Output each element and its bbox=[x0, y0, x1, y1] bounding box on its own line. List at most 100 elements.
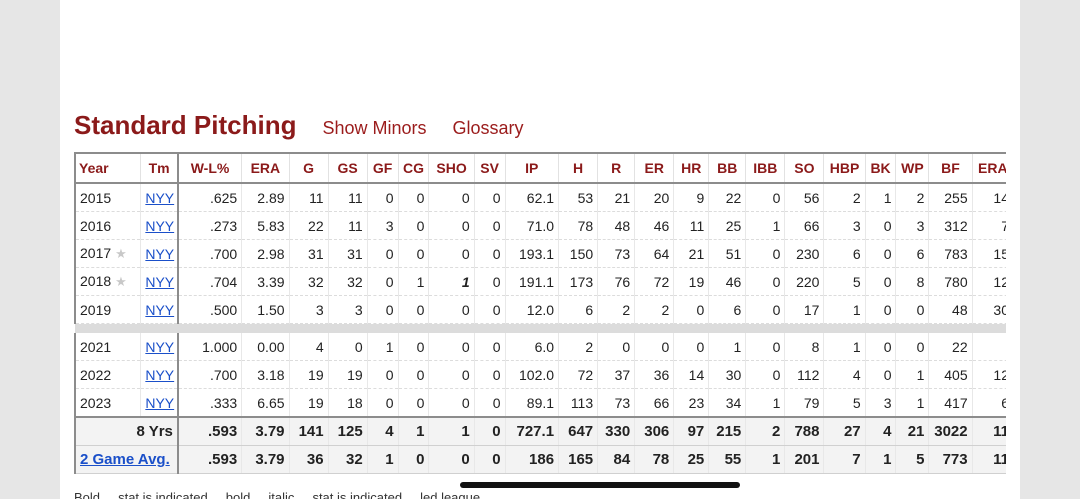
summary-stat-er: 78 bbox=[634, 445, 675, 474]
standard-pitching-table-container[interactable]: Year Tm W-L% ERA G GS GF CG SHO SV IP H R ER HR BB IBB SO… bbox=[74, 152, 1006, 474]
summary-stat-cg: 1 bbox=[398, 416, 430, 446]
column-header-gf[interactable]: GF bbox=[367, 152, 399, 184]
summary-stat-sv: 0 bbox=[474, 416, 506, 446]
column-header-wp[interactable]: WP bbox=[895, 152, 930, 184]
team-link[interactable]: NYY bbox=[145, 189, 175, 206]
year-label: 2022 bbox=[80, 366, 112, 383]
summary-stat-bf: 3022 bbox=[928, 416, 973, 446]
summary-stat-hbp: 27 bbox=[823, 416, 866, 446]
stat-cell-sv: 0 bbox=[474, 333, 506, 361]
stat-cell-wp: 3 bbox=[895, 211, 930, 240]
summary-stat-gf: 4 bbox=[367, 416, 399, 446]
column-header-cg[interactable]: CG bbox=[398, 152, 430, 184]
year-label: 2015 bbox=[80, 189, 112, 206]
stat-cell-bf: 255 bbox=[928, 183, 973, 212]
column-header-gs[interactable]: GS bbox=[328, 152, 368, 184]
stat-cell-bf: 22 bbox=[928, 333, 973, 361]
team-cell: NYY bbox=[140, 360, 179, 389]
team-link[interactable]: NYY bbox=[145, 366, 175, 383]
column-header-year[interactable]: Year bbox=[74, 152, 142, 184]
stat-cell-era: 3.18 bbox=[241, 360, 290, 389]
stat-cell-hr: 14 bbox=[673, 360, 710, 389]
column-header-tm[interactable]: Tm bbox=[140, 152, 179, 184]
column-header-ip[interactable]: IP bbox=[505, 152, 560, 184]
stat-cell-gs: 32 bbox=[328, 267, 368, 296]
table-row: 2023 NYY .333 6.65 19 18 0 0 0 0 89.1 113 73 66 23 34 1 7… bbox=[74, 388, 1006, 418]
stat-cell-g: 3 bbox=[289, 295, 329, 324]
stat-cell-era: 15 bbox=[972, 239, 1006, 268]
stat-cell-sho: 0 bbox=[428, 239, 475, 268]
column-header-sho[interactable]: SHO bbox=[428, 152, 475, 184]
show-minors-link[interactable]: Show Minors bbox=[322, 118, 427, 138]
column-header-er[interactable]: ER bbox=[634, 152, 675, 184]
column-header-hbp[interactable]: HBP bbox=[823, 152, 866, 184]
footnote-text: Bold ... stat is indicated ... bold ... … bbox=[74, 490, 481, 499]
column-header-era[interactable]: ERA bbox=[972, 152, 1006, 184]
summary-stat-hbp: 7 bbox=[823, 445, 866, 474]
stat-cell-hr: 9 bbox=[673, 183, 710, 212]
column-header-era[interactable]: ERA bbox=[241, 152, 290, 184]
stat-cell-hbp: 1 bbox=[823, 333, 866, 361]
stat-cell-sv: 0 bbox=[474, 183, 506, 212]
stat-cell-sho: 0 bbox=[428, 211, 475, 240]
team-link[interactable]: NYY bbox=[145, 273, 175, 290]
column-header-sv[interactable]: SV bbox=[474, 152, 506, 184]
column-header-hr[interactable]: HR bbox=[673, 152, 710, 184]
stat-cell-bf: 780 bbox=[928, 267, 973, 296]
team-link[interactable]: NYY bbox=[145, 394, 175, 411]
team-link[interactable]: NYY bbox=[145, 338, 175, 355]
stat-cell-so: 8 bbox=[784, 333, 825, 361]
glossary-link[interactable]: Glossary bbox=[452, 118, 524, 138]
summary-stat-gs: 32 bbox=[328, 445, 368, 474]
summary-stat-er: 306 bbox=[634, 416, 675, 446]
stat-cell-cg: 1 bbox=[398, 267, 430, 296]
column-header-bb[interactable]: BB bbox=[708, 152, 747, 184]
team-link[interactable]: NYY bbox=[145, 301, 175, 318]
summary-stat-sho: 0 bbox=[428, 445, 475, 474]
stat-cell-hbp: 2 bbox=[823, 183, 866, 212]
stat-cell-bk: 0 bbox=[865, 360, 897, 389]
stat-cell-ibb: 0 bbox=[745, 183, 786, 212]
team-link[interactable]: NYY bbox=[145, 217, 175, 234]
column-header-h[interactable]: H bbox=[558, 152, 599, 184]
all-star-icon: ★ bbox=[115, 246, 127, 261]
stat-cell-r: 0 bbox=[597, 333, 636, 361]
stat-cell-bf: 405 bbox=[928, 360, 973, 389]
stat-cell-sho: 0 bbox=[428, 183, 475, 212]
column-header-w-l-[interactable]: W-L% bbox=[177, 152, 243, 184]
column-header-r[interactable]: R bbox=[597, 152, 636, 184]
stat-cell-er: 46 bbox=[634, 211, 675, 240]
column-header-g[interactable]: G bbox=[289, 152, 329, 184]
stat-cell-w-l-: .333 bbox=[177, 388, 243, 418]
stat-cell-sv: 0 bbox=[474, 267, 506, 296]
standard-pitching-table: Year Tm W-L% ERA G GS GF CG SHO SV IP H R ER HR BB IBB SO… bbox=[74, 152, 1006, 474]
stat-cell-ip: 62.1 bbox=[505, 183, 560, 212]
stat-cell-bk: 3 bbox=[865, 388, 897, 418]
stat-cell-sv: 0 bbox=[474, 211, 506, 240]
column-header-bk[interactable]: BK bbox=[865, 152, 897, 184]
stat-cell-r: 73 bbox=[597, 388, 636, 418]
summary-stat-w-l-: .593 bbox=[177, 416, 243, 446]
summary-stat-ibb: 2 bbox=[745, 416, 786, 446]
stat-cell-gf: 1 bbox=[367, 333, 399, 361]
column-header-so[interactable]: SO bbox=[784, 152, 825, 184]
stat-cell-cg: 0 bbox=[398, 239, 430, 268]
year-cell: 2023 bbox=[74, 388, 142, 418]
stat-cell-bb: 25 bbox=[708, 211, 747, 240]
stat-cell-r: 48 bbox=[597, 211, 636, 240]
stat-cell-sho: 0 bbox=[428, 333, 475, 361]
stat-cell-r: 21 bbox=[597, 183, 636, 212]
stat-cell-wp: 1 bbox=[895, 388, 930, 418]
stat-cell-gs: 0 bbox=[328, 333, 368, 361]
year-label: 2023 bbox=[80, 394, 112, 411]
column-header-bf[interactable]: BF bbox=[928, 152, 973, 184]
stat-cell-gf: 0 bbox=[367, 388, 399, 418]
stat-cell-so: 230 bbox=[784, 239, 825, 268]
stat-cell-bf: 417 bbox=[928, 388, 973, 418]
stat-cell-so: 220 bbox=[784, 267, 825, 296]
team-link[interactable]: NYY bbox=[145, 245, 175, 262]
summary-stat-h: 647 bbox=[558, 416, 599, 446]
game-average-link[interactable]: 2 Game Avg. bbox=[80, 451, 170, 468]
column-header-ibb[interactable]: IBB bbox=[745, 152, 786, 184]
